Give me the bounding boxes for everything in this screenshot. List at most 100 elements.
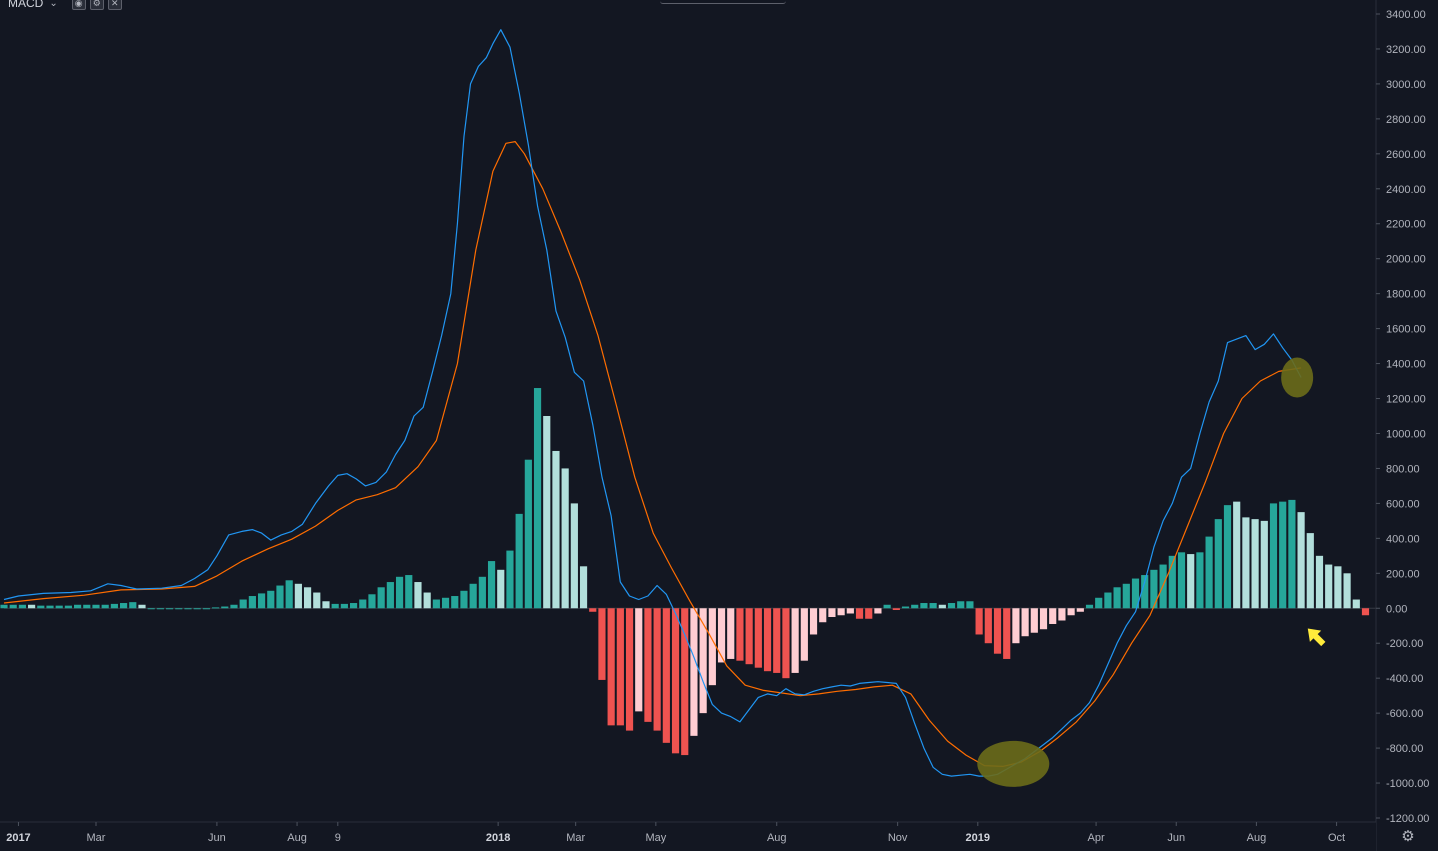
- histogram-bar: [865, 608, 873, 619]
- histogram-bar: [478, 576, 486, 609]
- y-tick-label: 2600.00: [1386, 149, 1426, 161]
- pane-resize-handle[interactable]: [660, 0, 786, 4]
- histogram-bar: [947, 603, 956, 609]
- histogram-bar: [129, 602, 137, 609]
- histogram-bar: [708, 608, 716, 686]
- histogram-bar: [975, 608, 983, 635]
- histogram-bar: [1269, 503, 1278, 609]
- indicator-name[interactable]: MACD: [8, 0, 44, 10]
- settings-icon[interactable]: ⚙: [89, 0, 104, 10]
- histogram-bar: [727, 608, 735, 659]
- histogram-bar: [644, 608, 652, 722]
- histogram-bar: [589, 608, 597, 612]
- time-scale[interactable]: 2017 Mar Jun Aug 9 2018 Mar May Aug Nov 2019 Apr Jun…: [0, 821, 1376, 851]
- y-tick-label: 2200.00: [1386, 219, 1426, 231]
- histogram-bar: [451, 596, 459, 609]
- histogram-bar: [1214, 519, 1222, 609]
- x-tick-label: Aug: [287, 832, 307, 844]
- x-tick-label: 2019: [966, 832, 990, 844]
- histogram-bar: [395, 576, 404, 609]
- close-icon[interactable]: ✕: [107, 0, 122, 10]
- histogram-bar: [9, 604, 17, 609]
- histogram-bar: [662, 608, 670, 743]
- histogram-bar: [202, 608, 210, 610]
- histogram-bar: [487, 561, 496, 609]
- signal-line-layer: [3, 141, 1302, 767]
- highlight-ellipse: [977, 740, 1050, 787]
- macd-line-layer: [3, 29, 1302, 777]
- histogram-bar: [313, 592, 321, 609]
- histogram-bar: [322, 601, 330, 609]
- histogram-bar: [552, 450, 560, 609]
- histogram-bar: [230, 604, 238, 609]
- histogram-bar: [1251, 519, 1259, 609]
- histogram-bar: [0, 604, 8, 609]
- histogram-bar: [671, 608, 680, 754]
- histogram-bar: [745, 608, 753, 665]
- histogram-bar: [570, 503, 578, 609]
- gear-icon[interactable]: ⚙: [1401, 828, 1415, 845]
- histogram-bar: [819, 608, 827, 623]
- histogram-bar: [809, 608, 818, 635]
- histogram-bar: [957, 601, 965, 609]
- histogram-bar: [55, 605, 63, 609]
- histogram-bar: [460, 590, 468, 609]
- histogram-bar: [28, 604, 36, 609]
- histogram-bar: [911, 604, 919, 609]
- histogram-bar: [920, 603, 928, 609]
- histogram-bar: [1131, 578, 1140, 609]
- histogram-bar: [717, 608, 726, 663]
- x-tick-label: Jun: [1167, 832, 1185, 844]
- y-tick-label: 0.00: [1386, 603, 1407, 615]
- histogram-bar: [524, 459, 532, 609]
- x-tick-label: Mar: [566, 832, 585, 844]
- histogram-bar: [791, 608, 799, 673]
- histogram-bar: [175, 608, 183, 610]
- histogram-bar: [340, 603, 348, 609]
- histogram-bar: [533, 388, 542, 609]
- histogram-bar: [625, 608, 634, 731]
- histogram-bar: [1306, 533, 1314, 609]
- histogram-bar: [221, 606, 229, 609]
- y-tick-label: -400.00: [1386, 673, 1423, 685]
- histogram-bar: [74, 604, 82, 609]
- x-tick-label: May: [645, 832, 666, 844]
- histogram-bar: [193, 608, 201, 610]
- y-tick-label: 2400.00: [1386, 184, 1426, 196]
- histogram-bar: [846, 608, 854, 614]
- histogram-bar: [377, 587, 385, 609]
- histogram-bar: [653, 608, 661, 731]
- histogram-bar: [1113, 587, 1121, 609]
- histogram-bar: [156, 608, 164, 610]
- histogram-bar: [515, 513, 523, 609]
- indicator-legend[interactable]: MACD ⌄ ◉ ⚙ ✕: [8, 0, 122, 12]
- y-tick-label: 400.00: [1386, 533, 1420, 545]
- histogram-bar: [1325, 564, 1333, 609]
- histogram-bar: [966, 601, 974, 609]
- y-tick-label: 1800.00: [1386, 289, 1426, 301]
- histogram-bar: [1076, 608, 1084, 612]
- histogram-bar: [855, 608, 864, 619]
- histogram-bar: [607, 608, 615, 726]
- histogram-bar: [883, 604, 891, 609]
- histogram-bar: [1095, 597, 1103, 609]
- histogram-bar: [938, 604, 946, 609]
- x-tick-label: Mar: [87, 832, 106, 844]
- histogram-bar: [432, 599, 440, 609]
- highlight-ellipse: [1281, 357, 1314, 398]
- histogram-bar: [1242, 517, 1250, 609]
- time-scale-background: [0, 822, 1376, 851]
- eye-icon[interactable]: ◉: [71, 0, 86, 10]
- histogram-bar: [782, 608, 790, 679]
- histogram-bar: [699, 608, 707, 714]
- histogram-bar: [1049, 608, 1057, 624]
- histogram-bar: [1297, 512, 1305, 609]
- histogram-bar: [754, 608, 762, 668]
- chevron-down-icon[interactable]: ⌄: [49, 0, 58, 9]
- x-tick-label: Oct: [1328, 832, 1345, 844]
- histogram-bar: [543, 416, 551, 609]
- price-scale[interactable]: 3400.00 3200.00 3000.00 2800.00 2600.00 2400.…: [1375, 0, 1438, 851]
- histogram-bar: [1141, 575, 1149, 609]
